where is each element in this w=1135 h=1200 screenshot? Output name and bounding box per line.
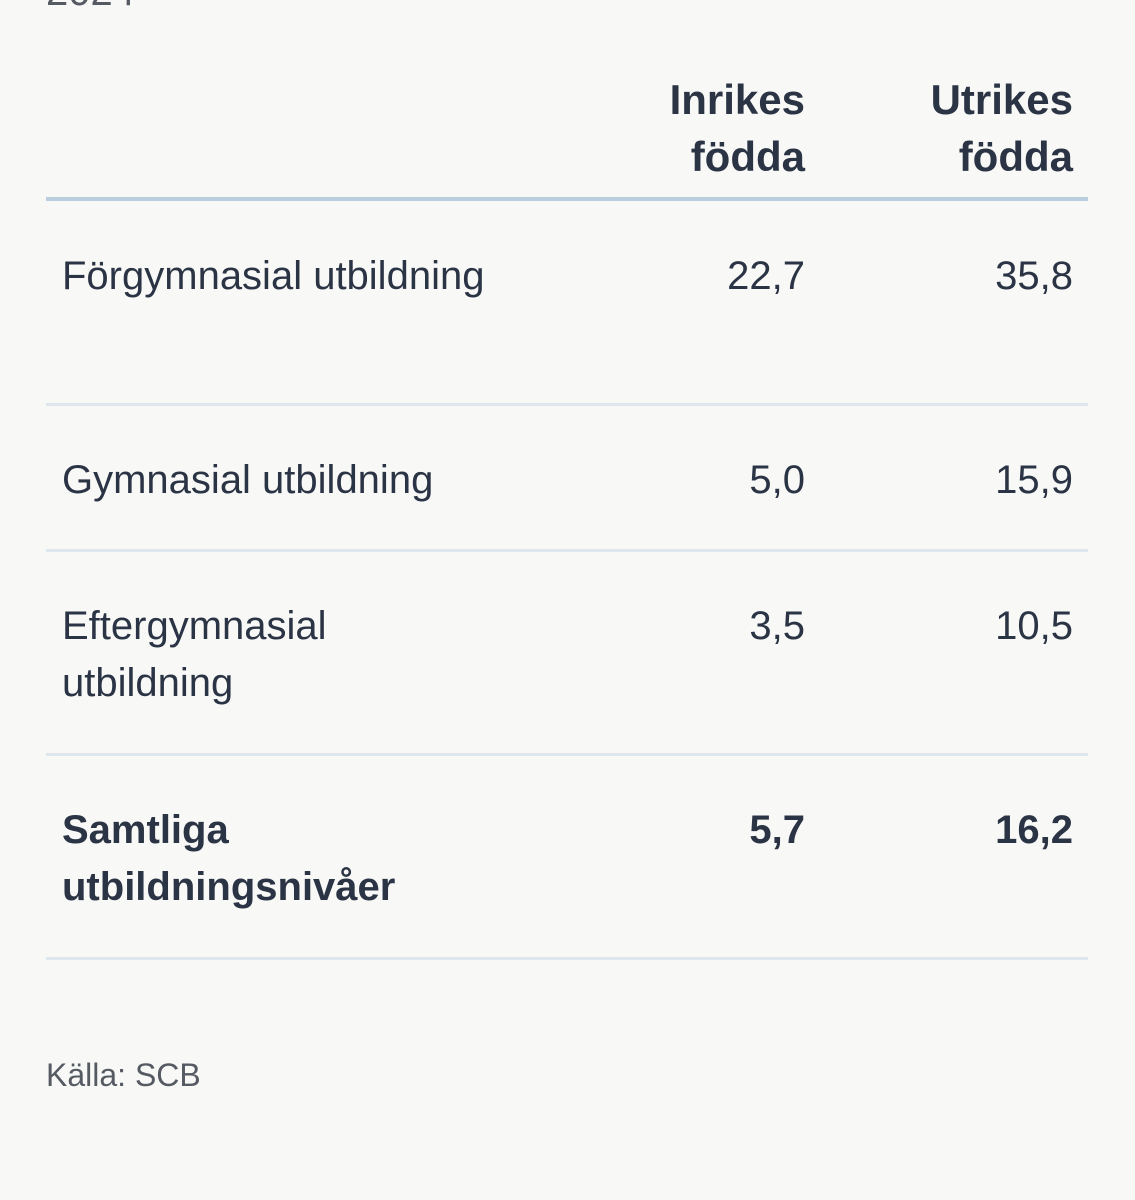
cell: 3,5 [749,604,805,648]
row-rule [46,549,1088,552]
cell: 22,7 [727,254,805,298]
cell: 16,2 [995,808,1073,852]
row-rule [46,957,1088,960]
row-label: Förgymnasial utbildning [62,254,485,298]
caption: 2024 [46,0,135,15]
column-header: Utrikes födda [930,76,1073,180]
cell: 10,5 [995,604,1073,648]
header-rule [46,197,1088,201]
row-label: Eftergymnasial utbildning [62,604,327,705]
row-rule [46,753,1088,756]
cell: 5,0 [749,458,805,502]
cell: 15,9 [995,458,1073,502]
row-label: Samtliga utbildningsnivåer [62,808,396,909]
source: Källa: SCB [46,1057,201,1093]
cell: 35,8 [995,254,1073,298]
row-label: Gymnasial utbildning [62,458,434,502]
column-header: Inrikes födda [669,76,805,180]
cell: 5,7 [749,808,805,852]
row-rule [46,403,1088,406]
